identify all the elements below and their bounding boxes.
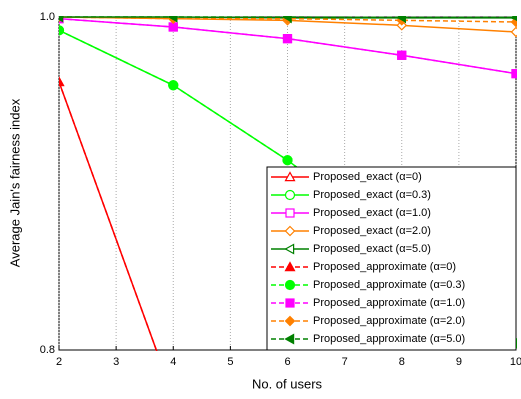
marker — [511, 69, 517, 79]
x-tick-label: 6 — [284, 356, 290, 368]
x-tick-label: 2 — [56, 356, 62, 368]
marker — [169, 392, 178, 399]
x-tick-label: 4 — [170, 356, 176, 368]
marker — [285, 208, 295, 218]
legend-label: Proposed_approximate (α=1.0) — [313, 297, 465, 309]
x-tick-label: 7 — [342, 356, 348, 368]
marker — [167, 16, 178, 23]
marker — [59, 76, 65, 87]
marker — [284, 333, 295, 345]
x-tick-label: 8 — [399, 356, 405, 368]
x-tick-label: 3 — [113, 356, 119, 368]
x-tick-label: 10 — [510, 356, 521, 368]
marker — [59, 25, 65, 36]
marker — [282, 155, 293, 166]
legend-label: Proposed_approximate (α=5.0) — [313, 333, 465, 345]
x-tick-label: 9 — [456, 356, 462, 368]
marker — [59, 16, 64, 23]
marker — [285, 298, 295, 308]
marker — [284, 279, 296, 291]
legend — [266, 166, 517, 351]
marker — [168, 80, 179, 91]
marker — [284, 189, 296, 201]
y-axis-label: Average Jain's fairness index — [7, 98, 22, 267]
y-tick-label: 0.8 — [40, 344, 55, 356]
marker — [284, 171, 296, 182]
marker — [284, 315, 296, 327]
series-line — [59, 17, 517, 75]
marker — [284, 261, 296, 272]
x-tick-label: 5 — [227, 356, 233, 368]
legend-label: Proposed_approximate (α=0.3) — [313, 279, 465, 291]
legend-label: Proposed_exact (α=2.0) — [313, 225, 431, 237]
legend-label: Proposed_exact (α=0.3) — [313, 189, 431, 201]
marker — [510, 26, 517, 38]
legend-label: Proposed_approximate (α=2.0) — [313, 315, 465, 327]
legend-label: Proposed_exact (α=5.0) — [313, 243, 431, 255]
marker — [281, 16, 292, 23]
marker — [282, 34, 293, 44]
legend-label: Proposed_exact (α=1.0) — [313, 207, 431, 219]
marker — [510, 16, 517, 22]
x-axis-label: No. of users — [252, 376, 323, 391]
marker — [284, 225, 296, 237]
legend-label: Proposed_exact (α=0) — [313, 171, 422, 183]
marker — [396, 16, 406, 23]
marker — [284, 243, 295, 255]
marker — [168, 22, 178, 32]
marker — [397, 50, 407, 60]
plot-area — [59, 16, 517, 399]
marker — [169, 392, 178, 399]
series-line — [59, 81, 158, 351]
y-tick-label: 1.0 — [40, 11, 55, 23]
legend-label: Proposed_approximate (α=0) — [313, 261, 456, 273]
